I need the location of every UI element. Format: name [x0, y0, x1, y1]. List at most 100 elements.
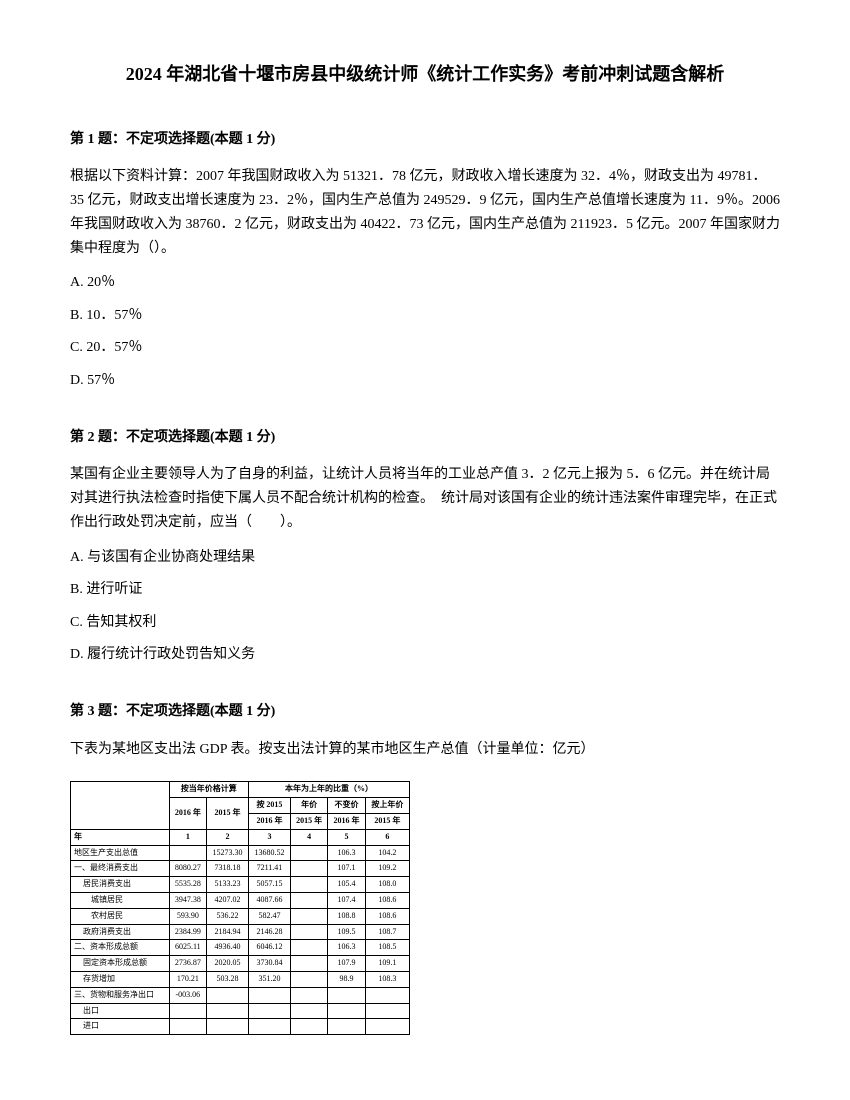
table-row: 一、最终消费支出 8080.27 7318.18 7211.41 107.1 1… — [71, 861, 410, 877]
cell: 13680.52 — [248, 845, 290, 861]
table-row: 农村居民 593.90 536.22 582.47 108.8 108.6 — [71, 908, 410, 924]
th-sub3b: 2016 年 — [328, 814, 365, 830]
th-c1: 1 — [169, 829, 206, 845]
cell — [169, 1019, 206, 1035]
cell: 二、资本形成总额 — [71, 940, 170, 956]
th-2015: 2015 年 — [207, 798, 249, 830]
q1-header: 第 1 题：不定项选择题(本题 1 分) — [70, 129, 780, 151]
th-c6: 6 — [365, 829, 409, 845]
table-row: 政府消费支出 2384.99 2184.94 2146.28 109.5 108… — [71, 924, 410, 940]
cell: -003.06 — [169, 987, 206, 1003]
cell: 536.22 — [207, 908, 249, 924]
cell: 3947.38 — [169, 893, 206, 909]
cell: 8080.27 — [169, 861, 206, 877]
cell — [207, 1019, 249, 1035]
cell — [365, 1003, 409, 1019]
cell — [290, 908, 327, 924]
question-3: 第 3 题：不定项选择题(本题 1 分) 下表为某地区支出法 GDP 表。按支出… — [70, 701, 780, 1035]
th-sub2: 年价 — [290, 798, 327, 814]
th-c5: 5 — [328, 829, 365, 845]
table-header-row-1: 按当年价格计算 本年为上年的比重（%） — [71, 782, 410, 798]
cell: 593.90 — [169, 908, 206, 924]
cell — [169, 1003, 206, 1019]
cell: 108.5 — [365, 940, 409, 956]
cell: 进口 — [71, 1019, 170, 1035]
cell: 2736.87 — [169, 956, 206, 972]
cell: 351.20 — [248, 972, 290, 988]
cell: 15273.30 — [207, 845, 249, 861]
th-sub1: 按 2015 — [248, 798, 290, 814]
th-sub3: 不变价 — [328, 798, 365, 814]
cell: 4087.66 — [248, 893, 290, 909]
q2-option-c: C. 告知其权利 — [70, 612, 780, 634]
cell: 104.2 — [365, 845, 409, 861]
cell: 6046.12 — [248, 940, 290, 956]
table-row: 城镇居民 3947.38 4207.02 4087.66 107.4 108.6 — [71, 893, 410, 909]
q1-option-c: C. 20．57％ — [70, 337, 780, 359]
cell: 108.8 — [328, 908, 365, 924]
cell: 出口 — [71, 1003, 170, 1019]
cell — [207, 987, 249, 1003]
question-2: 第 2 题：不定项选择题(本题 1 分) 某国有企业主要领导人为了自身的利益，让… — [70, 427, 780, 666]
cell: 107.9 — [328, 956, 365, 972]
q2-header: 第 2 题：不定项选择题(本题 1 分) — [70, 427, 780, 449]
page-title: 2024 年湖北省十堰市房县中级统计师《统计工作实务》考前冲刺试题含解析 — [70, 60, 780, 89]
cell — [328, 1003, 365, 1019]
cell: 105.4 — [328, 877, 365, 893]
q1-option-a: A. 20％ — [70, 272, 780, 294]
th-group1: 按当年价格计算 — [169, 782, 248, 798]
cell — [290, 987, 327, 1003]
cell — [207, 1003, 249, 1019]
th-blank — [71, 782, 170, 829]
question-1: 第 1 题：不定项选择题(本题 1 分) 根据以下资料计算：2007 年我国财政… — [70, 129, 780, 392]
th-c3: 3 — [248, 829, 290, 845]
cell — [248, 987, 290, 1003]
q2-body: 某国有企业主要领导人为了自身的利益，让统计人员将当年的工业总产值 3．2 亿元上… — [70, 463, 780, 534]
cell — [365, 1019, 409, 1035]
cell: 存货增加 — [71, 972, 170, 988]
table-header-row-3: 年 1 2 3 4 5 6 — [71, 829, 410, 845]
cell: 6025.11 — [169, 940, 206, 956]
cell: 5535.28 — [169, 877, 206, 893]
cell — [290, 861, 327, 877]
th-year: 年 — [71, 829, 170, 845]
gdp-table: 按当年价格计算 本年为上年的比重（%） 2016 年 2015 年 按 2015… — [70, 781, 410, 1035]
cell: 4936.40 — [207, 940, 249, 956]
cell — [290, 1019, 327, 1035]
cell: 109.2 — [365, 861, 409, 877]
q2-option-a: A. 与该国有企业协商处理结果 — [70, 547, 780, 569]
cell: 7211.41 — [248, 861, 290, 877]
cell — [290, 1003, 327, 1019]
cell: 一、最终消费支出 — [71, 861, 170, 877]
th-c2: 2 — [207, 829, 249, 845]
cell — [290, 972, 327, 988]
cell: 109.5 — [328, 924, 365, 940]
cell — [365, 987, 409, 1003]
cell — [169, 845, 206, 861]
table-row: 固定资本形成总额 2736.87 2020.05 3730.84 107.9 1… — [71, 956, 410, 972]
cell: 三、货物和服务净出口 — [71, 987, 170, 1003]
cell: 109.1 — [365, 956, 409, 972]
th-group2: 本年为上年的比重（%） — [248, 782, 409, 798]
table-row: 存货增加 170.21 503.28 351.20 98.9 108.3 — [71, 972, 410, 988]
th-sub2b: 2015 年 — [290, 814, 327, 830]
cell: 503.28 — [207, 972, 249, 988]
th-sub4: 按上年价 — [365, 798, 409, 814]
q3-body: 下表为某地区支出法 GDP 表。按支出法计算的某市地区生产总值（计量单位：亿元） — [70, 738, 780, 762]
cell: 城镇居民 — [71, 893, 170, 909]
q1-options: A. 20％ B. 10．57％ C. 20．57％ D. 57％ — [70, 272, 780, 392]
cell: 108.0 — [365, 877, 409, 893]
cell: 2184.94 — [207, 924, 249, 940]
q1-option-b: B. 10．57％ — [70, 305, 780, 327]
cell: 2384.99 — [169, 924, 206, 940]
q1-body: 根据以下资料计算：2007 年我国财政收入为 51321．78 亿元，财政收入增… — [70, 165, 780, 260]
table-row: 出口 — [71, 1003, 410, 1019]
table-row: 进口 — [71, 1019, 410, 1035]
cell: 582.47 — [248, 908, 290, 924]
q2-option-b: B. 进行听证 — [70, 579, 780, 601]
cell: 农村居民 — [71, 908, 170, 924]
th-sub4b: 2015 年 — [365, 814, 409, 830]
cell: 地区生产支出总值 — [71, 845, 170, 861]
cell — [328, 987, 365, 1003]
th-sub1b: 2016 年 — [248, 814, 290, 830]
